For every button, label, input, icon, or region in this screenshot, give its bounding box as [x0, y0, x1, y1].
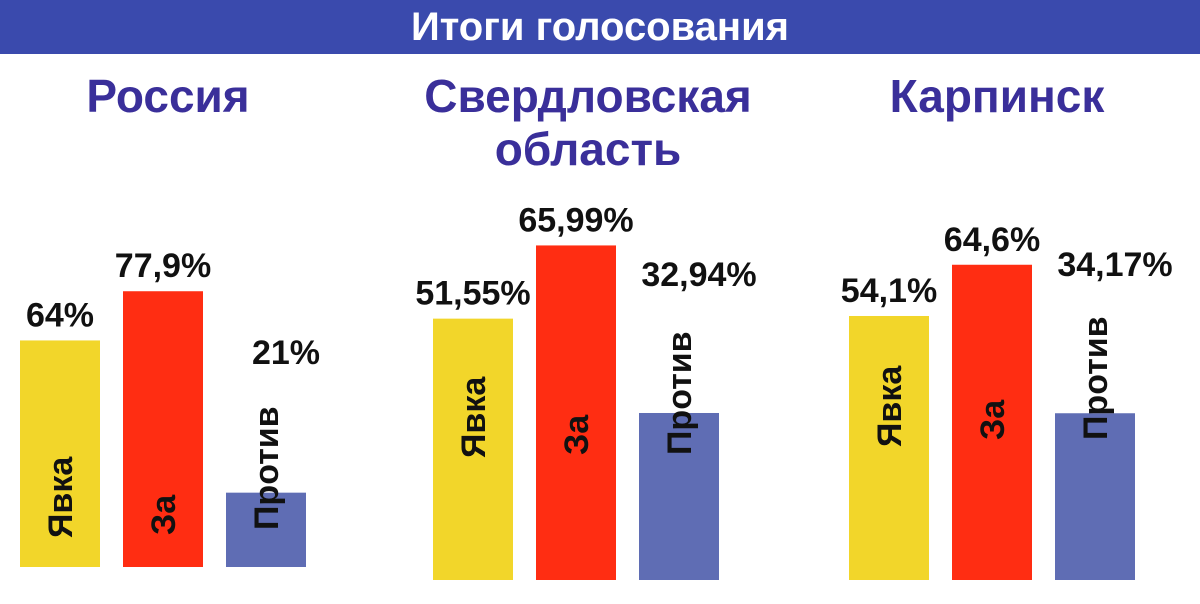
category-label-for: За	[145, 494, 183, 535]
panel-title: Россия	[86, 70, 249, 122]
value-label-turnout: 51,55%	[415, 275, 530, 313]
value-label-against: 32,94%	[641, 256, 756, 294]
value-label-against: 34,17%	[1057, 246, 1172, 284]
category-label-turnout: Явка	[455, 376, 493, 458]
bar-against	[1055, 413, 1135, 580]
panel-title: Карпинск	[890, 70, 1106, 122]
panel-title: область	[495, 123, 682, 175]
category-label-for: За	[974, 399, 1012, 440]
header-banner: Итоги голосования	[0, 0, 1200, 54]
panel-title: Свердловская	[424, 70, 752, 122]
value-label-for: 64,6%	[944, 221, 1040, 259]
category-label-for: За	[558, 414, 596, 455]
bar-for	[536, 245, 616, 580]
value-label-for: 77,9%	[115, 247, 211, 285]
value-label-for: 65,99%	[518, 201, 633, 239]
bar-turnout	[849, 315, 929, 580]
category-label-against: Против	[1077, 316, 1115, 440]
bar-turnout	[20, 340, 100, 567]
category-label-against: Против	[248, 406, 286, 530]
bar-for	[952, 264, 1032, 580]
value-label-turnout: 64%	[26, 296, 94, 334]
bar-against	[226, 492, 306, 567]
value-label-against: 21%	[252, 334, 320, 372]
category-label-turnout: Явка	[42, 456, 80, 538]
category-label-against: Против	[661, 331, 699, 455]
bar-turnout	[433, 318, 513, 580]
header-title: Итоги голосования	[410, 5, 790, 49]
bar-against	[639, 412, 719, 580]
bar-for	[123, 291, 203, 567]
value-label-turnout: 54,1%	[841, 272, 937, 310]
category-label-turnout: Явка	[871, 365, 909, 447]
